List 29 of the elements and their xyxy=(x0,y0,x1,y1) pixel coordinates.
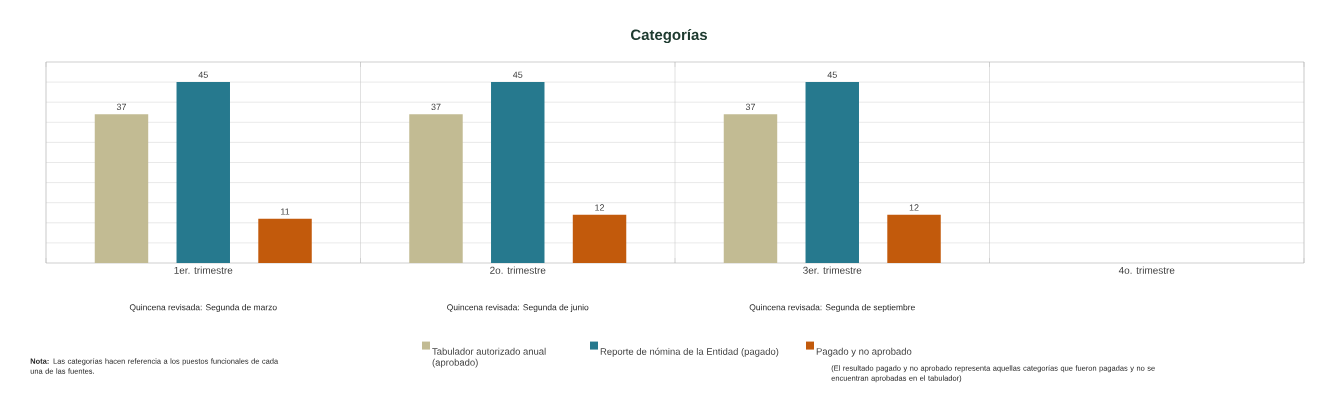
x-tick-label: 2o. trimestre xyxy=(490,266,546,274)
x-tick-label: 4o. trimestre xyxy=(1118,266,1175,274)
bar xyxy=(94,114,149,263)
data-label: 37 xyxy=(431,103,441,111)
bar xyxy=(887,214,941,263)
data-label: 45 xyxy=(198,71,208,78)
x-tick-label: 3er. trimestre xyxy=(803,266,862,274)
text: Quincena revisada: Segunda de marzo xyxy=(129,304,277,312)
data-label: 37 xyxy=(745,103,756,111)
legend-label: Reporte de nómina de la Entidad (pagado) xyxy=(600,347,779,357)
bar xyxy=(491,82,545,263)
data-label: 45 xyxy=(512,71,523,78)
chart-title: Categorías xyxy=(631,28,707,44)
bar xyxy=(176,82,230,263)
data-label: 37 xyxy=(116,103,127,111)
data-label: 12 xyxy=(909,204,919,211)
legend-label: Pagado y no aprobado xyxy=(816,347,912,357)
data-label: 45 xyxy=(827,71,837,78)
bar xyxy=(723,114,778,263)
text: Quincena revisada: Segunda de junio xyxy=(447,304,589,312)
x-tick-label: 1er. trimestre xyxy=(174,266,233,274)
text: Quincena revisada: Segunda de septiembre xyxy=(749,304,915,312)
bar xyxy=(258,218,312,263)
bar xyxy=(805,82,859,263)
legend-label: Tabulador autorizado anual (aprobado) xyxy=(432,347,546,368)
bar xyxy=(409,114,463,263)
bar xyxy=(572,214,627,263)
data-label: 12 xyxy=(595,204,605,211)
data-label: 11 xyxy=(281,208,290,215)
